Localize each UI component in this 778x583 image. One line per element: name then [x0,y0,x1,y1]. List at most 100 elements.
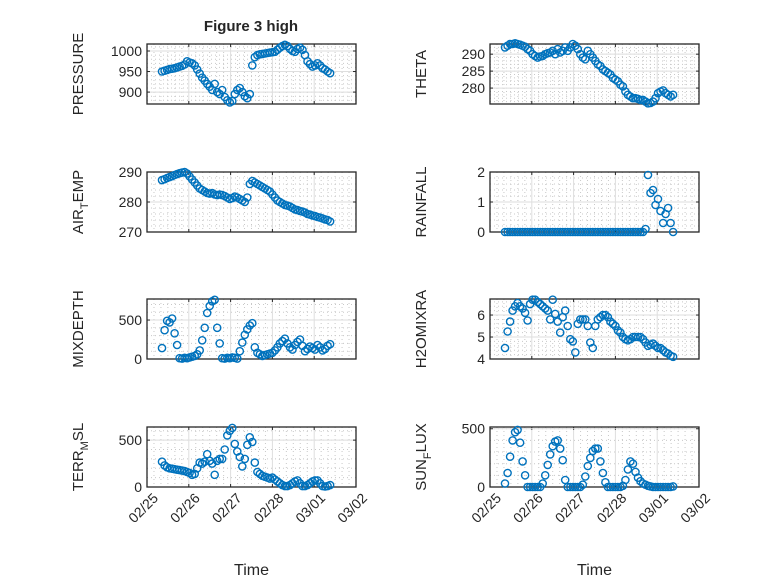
data-point [235,452,245,462]
data-point [245,432,255,442]
data-point [653,194,663,204]
data-point [313,59,322,68]
axes-pressure: 900 950 1000 PRESSURE [70,33,357,116]
data-point [325,68,335,78]
data-point [648,339,658,348]
y-label-subscript: M [79,441,91,450]
y-tick-label: 5 [477,329,485,345]
data-point [530,482,540,492]
data-point [573,482,583,492]
y-label-text: MIXDEPTH [70,290,87,368]
data-point [242,193,252,202]
data-point [325,480,335,490]
data-point [520,308,530,318]
data-point [606,317,615,326]
y-axis-label: RAINFALL [413,167,430,238]
data-point [520,42,530,52]
data-point [626,457,635,466]
y-label-text: THETA [413,50,430,98]
data-point [295,43,305,53]
data-point [631,332,640,342]
data-point [523,316,532,325]
data-point [596,457,605,466]
data-point [668,352,678,362]
data-point [548,295,558,305]
data-point [212,87,222,97]
y-tick-label: 4 [477,351,485,367]
x-tick-label: 03/02 [677,490,713,526]
data-point [540,304,550,313]
data-point [212,456,222,466]
y-tick-label: 950 [119,64,143,80]
y-axis-label: H2OMIXRA [413,290,430,368]
data-point [280,481,290,491]
data-point [656,343,665,353]
axes-mixdepth: 0 500 MIXDEPTH [70,290,357,368]
data-point [503,468,512,478]
data-point [278,336,287,346]
data-point [518,304,527,313]
axes-box [146,426,357,488]
data-point [503,327,512,336]
x-axis-label: Time [577,562,612,579]
x-tick-label: 02/25 [468,490,504,526]
x-tick-label: 03/01 [292,490,328,526]
data-point [578,315,588,324]
axes-box [489,298,700,360]
y-tick-label: 0 [134,479,142,495]
y-axis-label: THETA [413,50,430,98]
data-point [621,475,630,485]
y-tick-label: 270 [119,224,143,240]
data-point [593,315,603,324]
data-point [571,482,580,492]
data-point [611,321,620,331]
data-point [641,224,650,234]
data-point [560,306,570,315]
y-tick-label: 900 [119,84,143,100]
data-point [601,477,610,487]
data-point [247,437,257,447]
x-tick-label: 02/28 [593,490,629,526]
data-point [510,427,520,437]
y-label-text: LUX [413,423,430,452]
data-point [222,431,232,440]
data-point [538,479,548,488]
y-tick-label: 2 [477,164,485,180]
data-point [613,326,623,335]
y-label-text: H2OMIXRA [413,290,430,368]
x-tick-label: 02/26 [510,490,546,526]
y-tick-label: 500 [119,312,143,328]
data-point [555,328,565,337]
data-point [543,460,553,470]
y-label-text: TERR [70,450,87,491]
data-point [548,441,558,451]
data-point [533,297,543,307]
data-point [250,458,260,467]
data-point [222,96,232,105]
data-point [636,332,645,342]
data-point [505,452,515,462]
data-point [245,89,255,99]
data-point [288,345,297,354]
data-point [581,472,590,481]
y-axis-label: PRESSURE [70,33,87,116]
data-point [185,468,194,478]
data-point [285,342,295,352]
axes-box [489,43,700,105]
data-point [588,446,598,456]
axes-air-temp: 270 280 290 AIRTEMP [70,164,357,240]
axes-sun-flux: 02/25 02/26 02/27 02/28 03/01 03/02 0 500 SUNFLU… [413,421,713,579]
y-axis-label: SUNFLUX [413,423,434,491]
data-point [515,301,525,311]
x-tick-label: 03/02 [334,490,370,526]
x-tick-label: 02/25 [125,490,161,526]
axes-box [489,426,700,488]
y-label-text: PRESSURE [70,33,87,116]
data-point [215,339,224,348]
y-tick-label: 280 [119,194,143,210]
data-point [550,309,560,319]
data-point [563,321,573,331]
data-point [578,480,588,490]
data-point [623,465,633,474]
